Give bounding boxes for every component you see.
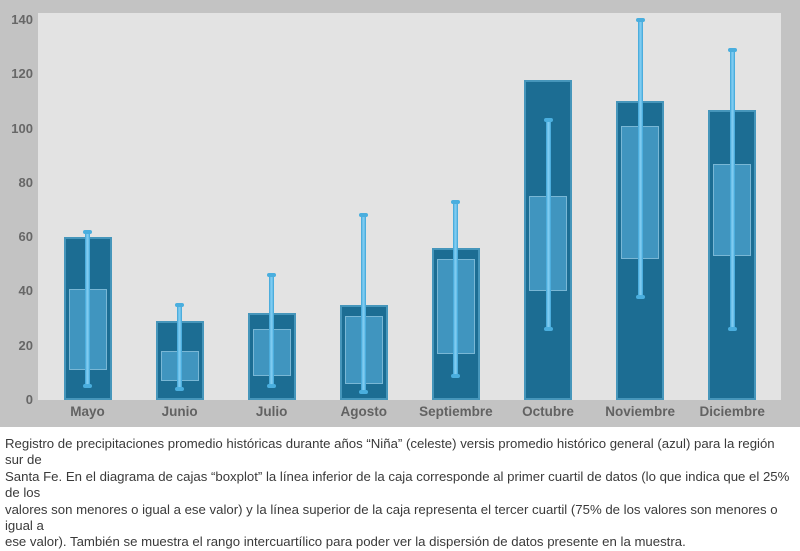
whisker-cap <box>359 213 369 218</box>
y-tick-label: 80 <box>18 174 33 190</box>
whisker-cap <box>267 384 277 389</box>
x-tick-label: Junio <box>161 404 198 419</box>
x-tick-label: Septiembre <box>419 404 493 419</box>
whisker-cap <box>727 327 737 332</box>
whisker-line <box>85 231 90 387</box>
y-tick-label: 60 <box>18 229 33 245</box>
x-tick-label: Octubre <box>522 404 574 419</box>
whisker-cap <box>543 118 553 123</box>
whisker-cap <box>83 229 92 234</box>
y-tick-label: 120 <box>11 66 33 82</box>
figure-caption: Registro de precipitaciones promedio his… <box>5 436 790 550</box>
x-tick-label: Noviembre <box>605 404 675 419</box>
x-tick-label: Julio <box>255 404 288 419</box>
whisker-cap <box>267 273 277 278</box>
whisker-cap <box>83 384 92 389</box>
y-tick-label: 40 <box>18 283 33 299</box>
whisker-line <box>269 275 275 387</box>
whisker-cap <box>635 294 645 299</box>
whisker-cap <box>543 327 553 332</box>
whisker-cap <box>175 303 185 307</box>
x-tick-label: Agosto <box>340 404 388 419</box>
x-tick-label: Mayo <box>70 404 105 419</box>
whisker-cap <box>727 47 737 52</box>
plot-area <box>38 13 781 400</box>
precipitation-chart: 0 20 40 60 80 100 120 140 Mayo Junio Julio Agosto S… <box>0 0 800 427</box>
whisker-line <box>729 49 735 330</box>
whisker-cap <box>451 373 461 378</box>
whisker-line <box>637 20 643 297</box>
y-tick-label: 0 <box>25 392 33 407</box>
y-tick-label: 20 <box>18 337 33 353</box>
whisker-cap <box>635 18 645 22</box>
whisker-line <box>453 201 459 376</box>
x-tick-label: Diciembre <box>699 404 765 419</box>
whisker-cap <box>451 199 461 204</box>
y-tick-label: 140 <box>11 12 33 27</box>
whisker-cap <box>175 387 185 392</box>
whisker-line <box>177 305 183 390</box>
y-tick-label: 100 <box>11 120 33 136</box>
whisker-line <box>545 120 551 330</box>
whisker-cap <box>359 389 369 394</box>
whisker-line <box>361 215 367 392</box>
